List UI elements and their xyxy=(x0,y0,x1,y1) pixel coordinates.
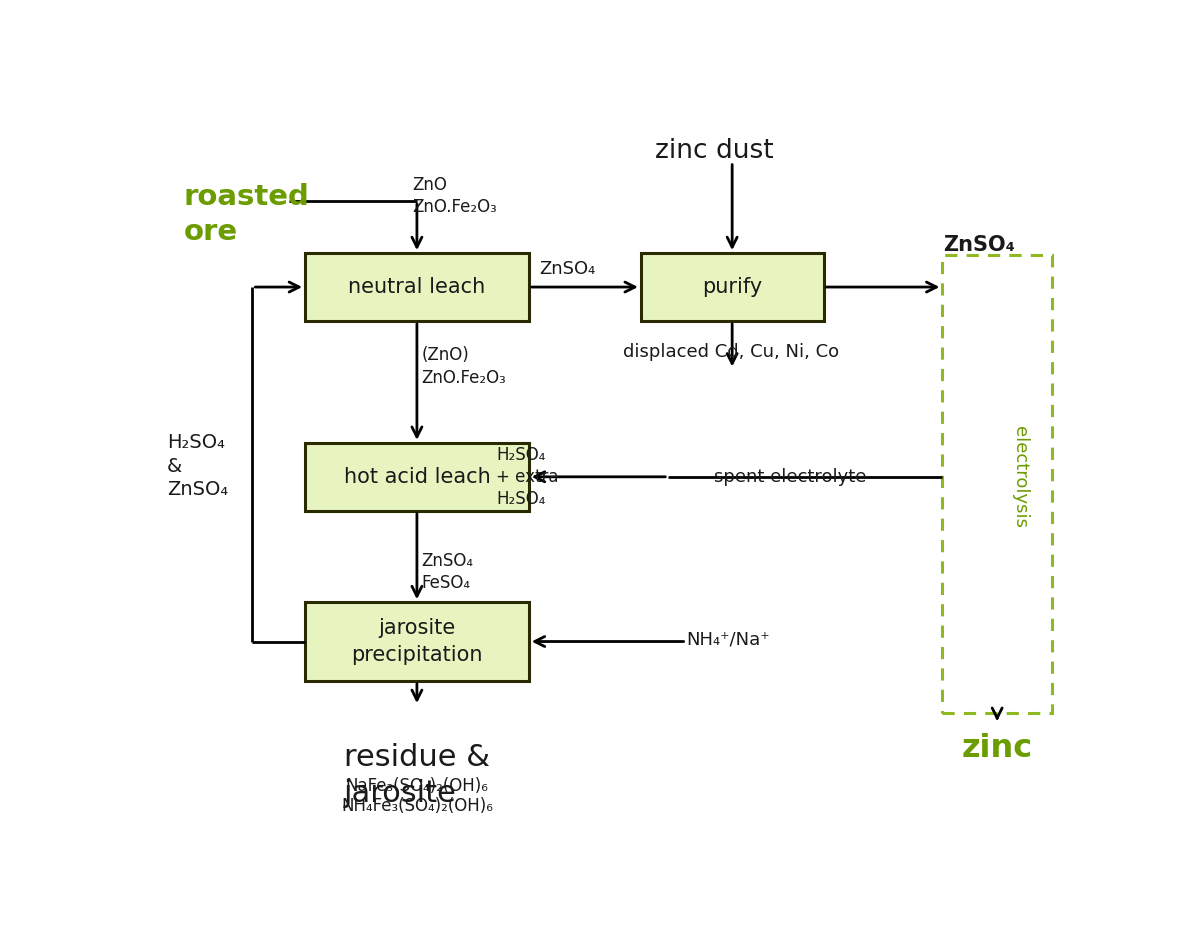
Text: roasted
ore: roasted ore xyxy=(184,183,310,246)
Text: hot acid leach: hot acid leach xyxy=(343,467,490,486)
Text: ZnSO₄: ZnSO₄ xyxy=(943,234,1015,255)
Text: (ZnO)
ZnO.Fe₂O₃: (ZnO) ZnO.Fe₂O₃ xyxy=(422,347,506,387)
Text: ZnO
ZnO.Fe₂O₃: ZnO ZnO.Fe₂O₃ xyxy=(413,176,498,217)
Text: jarosite
precipitation: jarosite precipitation xyxy=(351,618,482,665)
Text: NH₄⁺/Na⁺: NH₄⁺/Na⁺ xyxy=(686,631,770,648)
FancyBboxPatch shape xyxy=(305,443,529,511)
Text: H₂SO₄
+ extra
H₂SO₄: H₂SO₄ + extra H₂SO₄ xyxy=(496,445,559,508)
Text: electrolysis: electrolysis xyxy=(1010,426,1029,528)
Text: neutral leach: neutral leach xyxy=(348,277,486,297)
Text: residue &
jarosite: residue & jarosite xyxy=(344,743,490,808)
Text: purify: purify xyxy=(702,277,763,297)
FancyBboxPatch shape xyxy=(641,253,823,321)
Text: ZnSO₄
FeSO₄: ZnSO₄ FeSO₄ xyxy=(422,552,474,592)
Text: spent electrolyte: spent electrolyte xyxy=(714,468,867,485)
Text: zinc dust: zinc dust xyxy=(654,138,773,164)
Text: H₂SO₄
&
ZnSO₄: H₂SO₄ & ZnSO₄ xyxy=(167,433,229,499)
FancyBboxPatch shape xyxy=(305,602,529,681)
Text: NaFe₃(SO₄)₂(OH)₆: NaFe₃(SO₄)₂(OH)₆ xyxy=(345,777,488,795)
Text: NH₄Fe₃(SO₄)₂(OH)₆: NH₄Fe₃(SO₄)₂(OH)₆ xyxy=(341,797,493,816)
Text: zinc: zinc xyxy=(962,734,1033,764)
Text: ZnSO₄: ZnSO₄ xyxy=(540,259,595,278)
Text: displaced Cd, Cu, Ni, Co: displaced Cd, Cu, Ni, Co xyxy=(623,343,838,361)
FancyBboxPatch shape xyxy=(305,253,529,321)
